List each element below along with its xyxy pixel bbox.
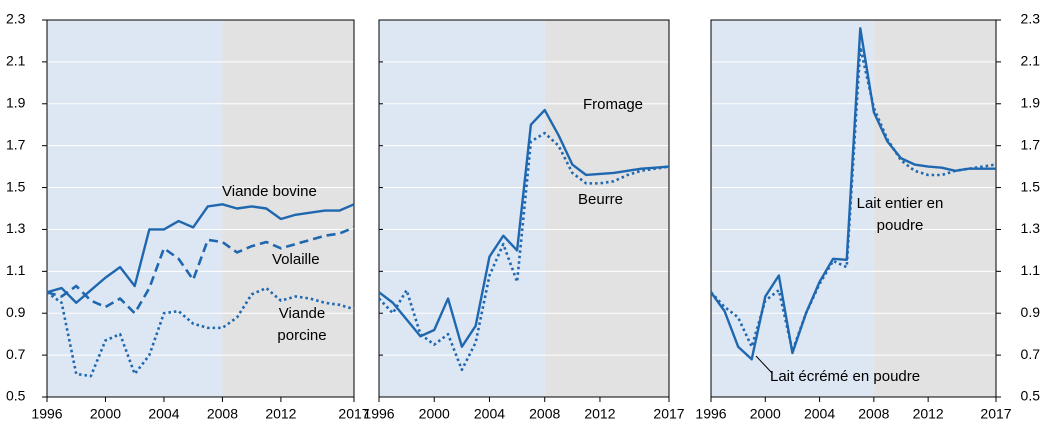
x-tick-label: 2004 <box>804 406 835 422</box>
y-tick-label: 2.3 <box>1021 11 1041 27</box>
series-label: Fromage <box>583 96 644 113</box>
y-tick-label: 0.7 <box>1021 346 1041 362</box>
y-tick-label: 0.9 <box>1021 304 1041 320</box>
plot-frame <box>378 19 670 398</box>
y-tick-label: 0.5 <box>6 388 26 404</box>
y-tick-label: 0.9 <box>6 304 26 320</box>
y-tick-label: 1.5 <box>6 178 26 194</box>
x-tick-label: 2000 <box>419 406 450 422</box>
y-tick-label: 0.7 <box>6 346 26 362</box>
x-tick-label: 2017 <box>338 406 369 422</box>
x-tick-label: 2012 <box>913 406 944 422</box>
history-bg <box>711 20 874 397</box>
x-tick-label: 2012 <box>265 406 296 422</box>
y-tick-label: 1.1 <box>1021 262 1041 278</box>
y-tick-label: 1.3 <box>6 220 26 236</box>
history-bg <box>47 20 223 397</box>
projection-bg <box>544 20 669 397</box>
y-tick-label: 1.5 <box>1021 178 1041 194</box>
x-tick-label: 1996 <box>363 406 394 422</box>
leader-line <box>755 355 773 374</box>
series-label: Lait entier en poudre <box>856 195 944 234</box>
x-tick-label: 2017 <box>653 406 684 422</box>
y-tick-label: 1.7 <box>6 136 26 152</box>
x-tick-label: 2008 <box>207 406 238 422</box>
series-label: Viande bovine <box>222 183 317 200</box>
y-tick-label: 1.1 <box>6 262 26 278</box>
x-tick-label: 2000 <box>90 406 121 422</box>
series-label: Beurre <box>578 191 624 208</box>
series-line <box>378 108 670 348</box>
projection-bg <box>873 20 996 397</box>
x-tick-label: 2000 <box>750 406 781 422</box>
x-tick-label: 2004 <box>474 406 505 422</box>
y-tick-label: 1.3 <box>1021 220 1041 236</box>
x-tick-label: 1996 <box>31 406 62 422</box>
y-tick-label: 2.3 <box>6 11 26 27</box>
plot-frame <box>710 19 997 398</box>
series-label: Viande porcine <box>277 305 327 344</box>
series-line <box>46 203 355 304</box>
x-tick-label: 2012 <box>584 406 615 422</box>
x-tick-label: 2008 <box>858 406 889 422</box>
y-tick-label: 2.1 <box>1021 53 1041 69</box>
x-tick-label: 2004 <box>148 406 179 422</box>
x-tick-label: 1996 <box>695 406 726 422</box>
series-label: Lait écrémé en poudre <box>770 368 921 385</box>
series-label: Volaille <box>272 251 320 268</box>
plot-frame <box>46 19 355 398</box>
y-tick-label: 0.5 <box>1021 388 1041 404</box>
x-tick-label: 2008 <box>529 406 560 422</box>
y-tick-label: 2.1 <box>6 53 26 69</box>
y-tick-label: 1.7 <box>1021 136 1041 152</box>
x-tick-label: 2017 <box>980 406 1011 422</box>
series-line <box>710 45 997 353</box>
history-bg <box>379 20 545 397</box>
y-tick-label: 1.9 <box>6 94 26 110</box>
series-line <box>46 226 355 315</box>
y-tick-label: 1.9 <box>1021 94 1041 110</box>
